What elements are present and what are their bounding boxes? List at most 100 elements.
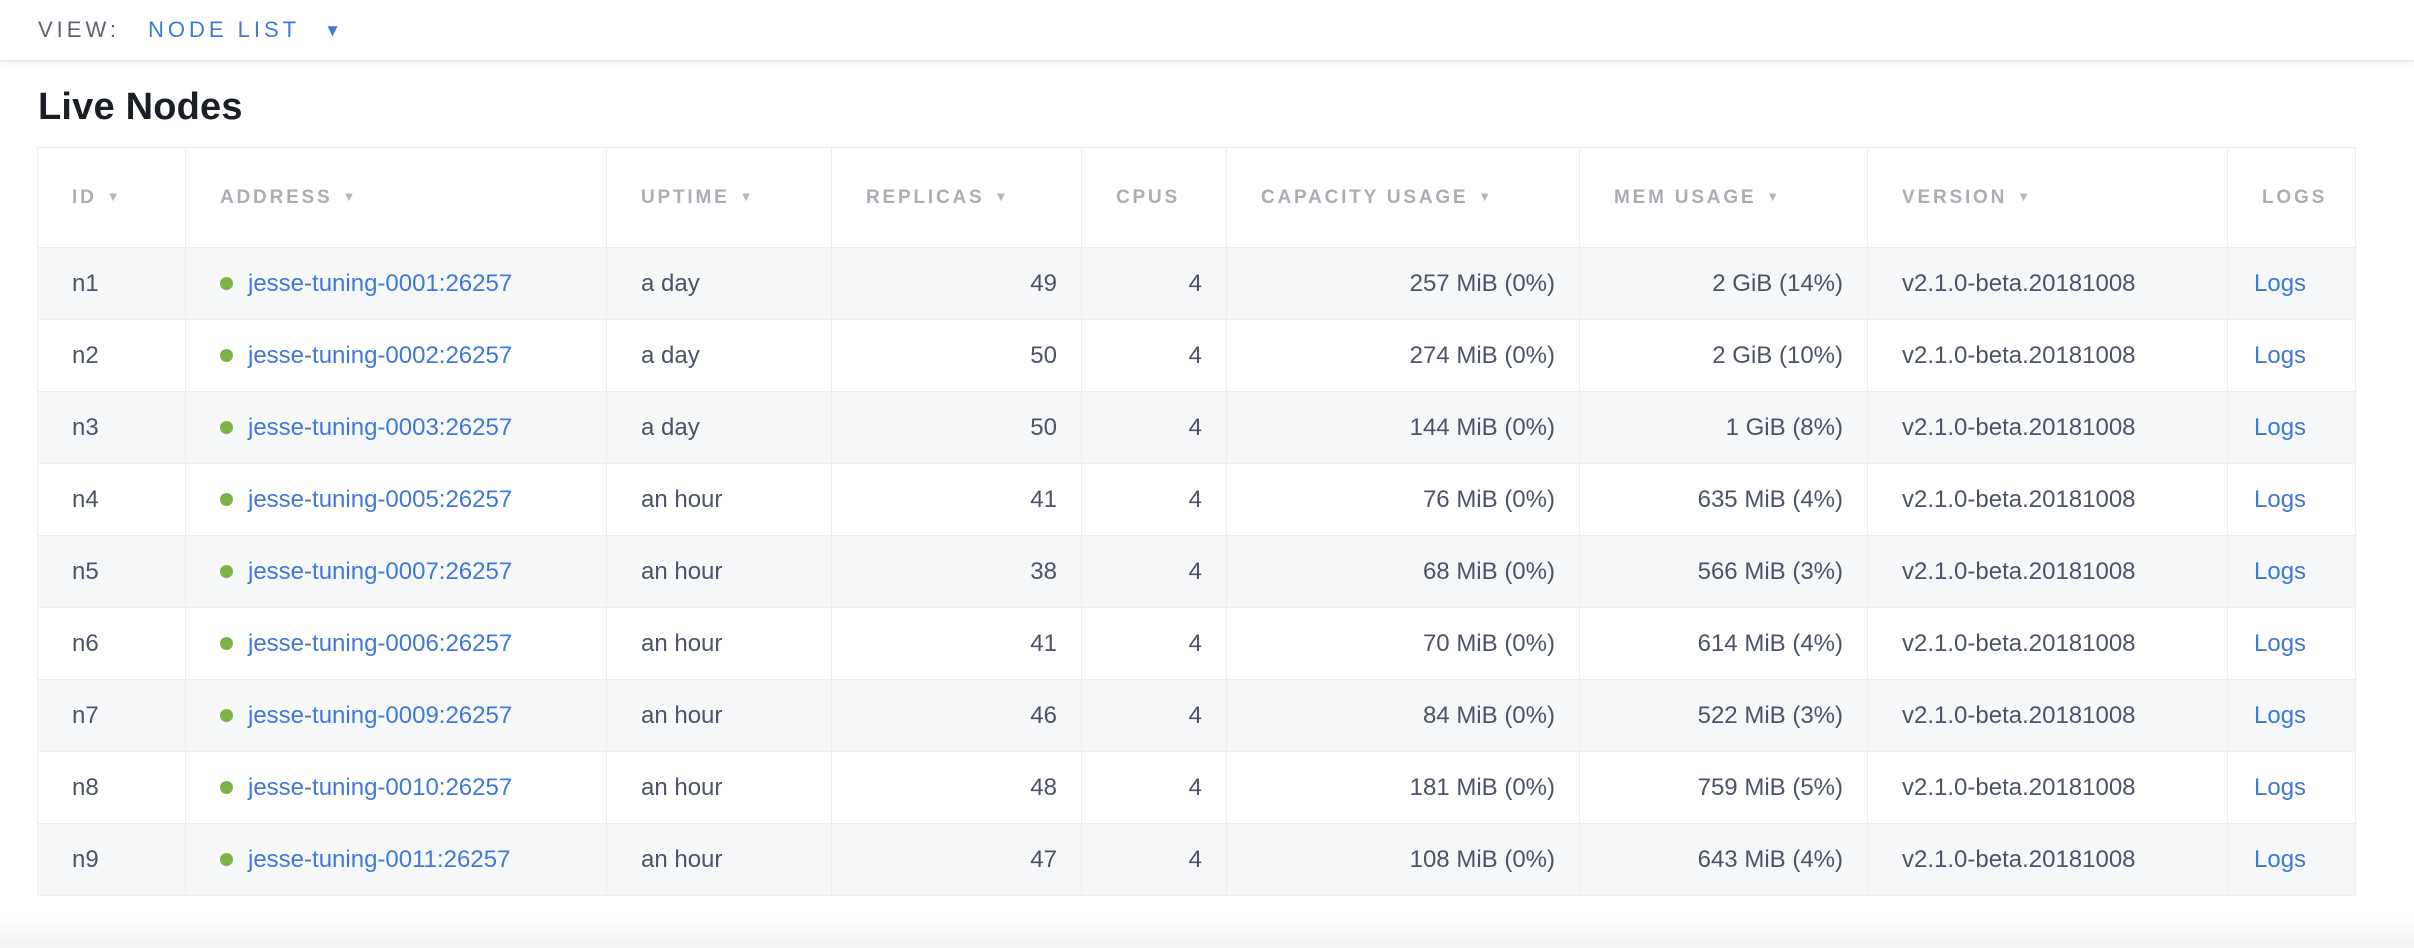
replicas-cell-text: 38 [1030,557,1057,585]
cpus-cell-text: 4 [1188,485,1202,513]
version-cell-text: v2.1.0-beta.20181008 [1902,413,2136,441]
sort-desc-icon: ▼ [2017,188,2033,204]
node-id-cell-text: n7 [72,701,99,729]
logs-link[interactable]: Logs [2254,269,2307,297]
address-link[interactable]: jesse-tuning-0001:26257 [248,269,513,297]
address-cell: jesse-tuning-0006:26257 [185,607,607,680]
logs-link[interactable]: Logs [2254,629,2307,657]
address-cell: jesse-tuning-0009:26257 [185,679,607,752]
mem-usage-cell-text: 614 MiB (4%) [1697,629,1843,657]
cpus-cell-text: 4 [1188,773,1202,801]
logs-cell: Logs [2227,607,2356,680]
replicas-cell: 41 [831,463,1082,536]
column-label: ID [72,186,97,208]
column-label: CAPACITY USAGE [1261,186,1469,208]
replicas-cell: 38 [831,535,1082,608]
live-nodes-table: ID ▼ ADDRESS ▼ UPTIME ▼ REPLICAS ▼ CPUS CAPACITY … [37,147,2356,896]
view-dropdown-value: NODE LIST [147,17,301,42]
replicas-cell-text: 50 [1030,341,1057,369]
node-id-cell-text: n5 [72,557,99,585]
capacity-usage-cell: 84 MiB (0%) [1226,679,1580,752]
sort-desc-icon: ▼ [994,188,1011,204]
logs-cell: Logs [2227,679,2356,752]
column-header-address[interactable]: ADDRESS ▼ [185,147,607,248]
mem-usage-cell: 2 GiB (10%) [1579,319,1868,392]
column-header-mem-usage[interactable]: MEM USAGE ▼ [1579,147,1868,248]
node-id-cell-text: n4 [72,485,99,513]
column-header-replicas[interactable]: REPLICAS ▼ [831,147,1082,248]
logs-link[interactable]: Logs [2254,701,2307,729]
cpus-cell-text: 4 [1188,701,1202,729]
uptime-cell-text: an hour [641,701,723,729]
capacity-usage-cell-text: 144 MiB (0%) [1409,413,1555,441]
node-id-cell: n1 [37,247,186,320]
address-link[interactable]: jesse-tuning-0010:26257 [248,773,513,801]
cpus-cell: 4 [1081,319,1227,392]
column-header-capacity-usage[interactable]: CAPACITY USAGE ▼ [1226,147,1580,248]
replicas-cell: 46 [831,679,1082,752]
node-healthy-dot-icon [220,420,233,434]
column-header-logs: LOGS [2227,147,2356,248]
table-header-row: ID ▼ ADDRESS ▼ UPTIME ▼ REPLICAS ▼ CPUS CAPACITY … [37,147,2356,248]
live-nodes-table-container: ID ▼ ADDRESS ▼ UPTIME ▼ REPLICAS ▼ CPUS CAPACITY … [37,147,2377,896]
node-healthy-dot-icon [220,492,233,506]
uptime-cell: an hour [606,751,832,824]
address-cell: jesse-tuning-0007:26257 [185,535,607,608]
mem-usage-cell: 566 MiB (3%) [1579,535,1868,608]
column-header-uptime[interactable]: UPTIME ▼ [606,147,832,248]
table-row: n3 jesse-tuning-0003:26257 a day 50 4 144 MiB… [37,391,2356,464]
address-link[interactable]: jesse-tuning-0003:26257 [248,413,513,441]
capacity-usage-cell: 76 MiB (0%) [1226,463,1580,536]
column-label: UPTIME [641,186,730,208]
address-link[interactable]: jesse-tuning-0005:26257 [248,485,513,513]
logs-link[interactable]: Logs [2254,845,2307,873]
chevron-down-icon: ▼ [324,20,341,40]
capacity-usage-cell-text: 70 MiB (0%) [1422,629,1555,657]
cpus-cell: 4 [1081,391,1227,464]
logs-link[interactable]: Logs [2254,341,2307,369]
address-link[interactable]: jesse-tuning-0006:26257 [248,629,513,657]
address-link[interactable]: jesse-tuning-0007:26257 [248,557,513,585]
sort-desc-icon: ▼ [342,188,359,204]
column-label: MEM USAGE [1614,186,1757,208]
capacity-usage-cell: 144 MiB (0%) [1226,391,1580,464]
version-cell: v2.1.0-beta.20181008 [1867,319,2228,392]
logs-cell: Logs [2227,751,2356,824]
uptime-cell: an hour [606,463,832,536]
node-id-cell: n4 [37,463,186,536]
logs-link[interactable]: Logs [2254,557,2307,585]
replicas-cell: 50 [831,391,1082,464]
node-healthy-dot-icon [220,780,233,794]
logs-cell: Logs [2227,247,2356,320]
replicas-cell: 48 [831,751,1082,824]
address-cell: jesse-tuning-0001:26257 [185,247,607,320]
node-id-cell: n9 [37,823,186,896]
uptime-cell: an hour [606,679,832,752]
replicas-cell-text: 47 [1030,845,1057,873]
mem-usage-cell-text: 566 MiB (3%) [1697,557,1843,585]
version-cell: v2.1.0-beta.20181008 [1867,607,2228,680]
replicas-cell: 50 [831,319,1082,392]
logs-link[interactable]: Logs [2254,413,2307,441]
table-row: n8 jesse-tuning-0010:26257 an hour 48 4 181 M… [37,751,2356,824]
logs-link[interactable]: Logs [2254,773,2307,801]
column-header-version[interactable]: VERSION ▼ [1867,147,2228,248]
mem-usage-cell: 759 MiB (5%) [1579,751,1868,824]
cpus-cell: 4 [1081,679,1227,752]
node-id-cell: n3 [37,391,186,464]
replicas-cell: 49 [831,247,1082,320]
replicas-cell: 47 [831,823,1082,896]
node-healthy-dot-icon [220,348,233,362]
capacity-usage-cell-text: 68 MiB (0%) [1422,557,1555,585]
address-link[interactable]: jesse-tuning-0009:26257 [248,701,513,729]
column-header-id[interactable]: ID ▼ [37,147,186,248]
address-link[interactable]: jesse-tuning-0002:26257 [248,341,513,369]
uptime-cell: an hour [606,823,832,896]
address-cell: jesse-tuning-0011:26257 [185,823,607,896]
view-dropdown[interactable]: NODE LIST ▼ [148,17,341,43]
address-link[interactable]: jesse-tuning-0011:26257 [248,845,511,873]
version-cell: v2.1.0-beta.20181008 [1867,751,2228,824]
version-cell-text: v2.1.0-beta.20181008 [1902,485,2136,513]
logs-link[interactable]: Logs [2254,485,2307,513]
capacity-usage-cell: 181 MiB (0%) [1226,751,1580,824]
